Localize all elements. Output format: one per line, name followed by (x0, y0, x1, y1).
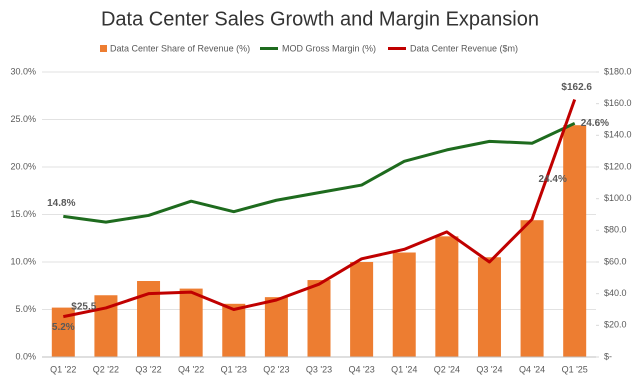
y2-tick-label: $20.0 (604, 320, 627, 330)
line (63, 99, 577, 319)
bar (307, 280, 331, 357)
y-tick-label: 10.0% (10, 256, 36, 266)
y-tick-label: 30.0% (10, 66, 36, 76)
y2-tick-label: $80.0 (604, 225, 627, 235)
y-tick-label: 5.0% (15, 304, 36, 314)
y-tick-label: 25.0% (10, 114, 36, 124)
y2-tick-label: $180.0 (604, 66, 632, 76)
x-tick-label: Q4 '22 (178, 364, 204, 374)
x-tick-label: Q3 '23 (306, 364, 332, 374)
y2-tick-label: $60.0 (604, 256, 627, 266)
bar (137, 281, 161, 357)
x-tick-label: Q2 '23 (263, 364, 289, 374)
x-tick-label: Q4 '24 (519, 364, 545, 374)
data-label: 24.4% (539, 174, 567, 185)
x-tick-label: Q4 '23 (348, 364, 374, 374)
x-tick-label: Q3 '24 (476, 364, 502, 374)
line (63, 121, 576, 224)
y2-tick-label: $140.0 (604, 130, 632, 140)
legend-swatch (100, 45, 107, 52)
y2-tick-label: $100.0 (604, 193, 632, 203)
chart-title: Data Center Sales Growth and Margin Expa… (101, 8, 539, 30)
bar (51, 307, 75, 357)
y-tick-label: 15.0% (10, 209, 36, 219)
x-tick-label: Q1 '24 (391, 364, 417, 374)
data-label: $162.6 (561, 82, 592, 93)
bar (179, 288, 203, 357)
x-tick-label: Q1 '25 (562, 364, 588, 374)
x-tick-label: Q1 '23 (221, 364, 247, 374)
bar (477, 257, 501, 357)
x-tick-label: Q1 '22 (50, 364, 76, 374)
y2-tick-label: $160.0 (604, 98, 632, 108)
legend-label: Data Center Share of Revenue (%) (110, 43, 250, 53)
data-label: 14.8% (47, 198, 75, 209)
legend-label: MOD Gross Margin (%) (282, 43, 376, 53)
y2-tick-label: $120.0 (604, 161, 632, 171)
x-tick-label: Q3 '22 (135, 364, 161, 374)
data-label: 24.6% (581, 118, 609, 129)
bar (350, 262, 374, 357)
bar (520, 220, 544, 357)
y-tick-label: 20.0% (10, 161, 36, 171)
y2-tick-label: $40.0 (604, 288, 627, 298)
x-tick-label: Q2 '22 (93, 364, 119, 374)
y-tick-label: 0.0% (15, 351, 36, 361)
x-tick-label: Q2 '24 (434, 364, 460, 374)
bar (222, 303, 246, 357)
legend-label: Data Center Revenue ($m) (410, 43, 518, 53)
data-label: $25.5 (71, 301, 96, 312)
bar (435, 236, 459, 357)
data-label: 5.2% (52, 322, 75, 333)
y2-tick-label: $- (604, 351, 612, 361)
bar (264, 297, 288, 357)
bar (94, 295, 118, 357)
bar (563, 125, 587, 357)
bar (392, 252, 416, 357)
